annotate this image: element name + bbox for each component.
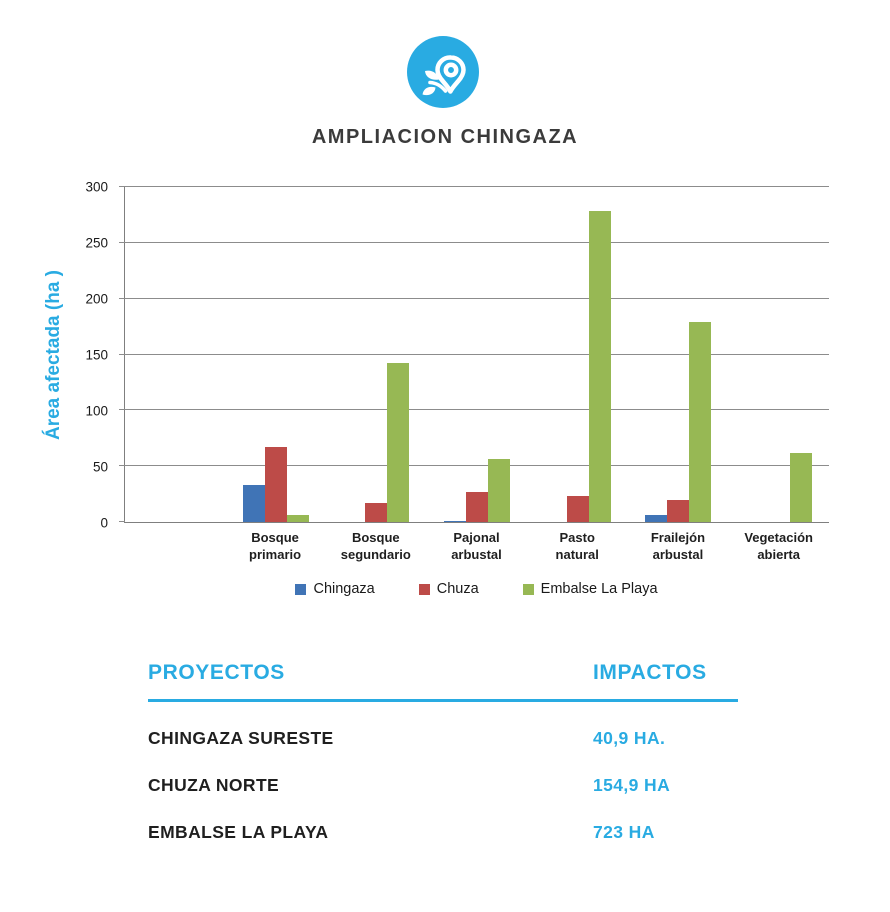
x-axis-labels: Bosque primario Bosque segundario Pajonal arb… <box>124 530 829 564</box>
column-header-proyectos: PROYECTOS <box>148 661 285 684</box>
legend-swatch <box>522 583 534 595</box>
project-name: EMBALSE LA PLAYA <box>148 822 329 842</box>
y-tick-label: 300 <box>85 179 108 195</box>
axis-tick <box>119 409 125 411</box>
legend-swatch <box>295 583 307 595</box>
gridline <box>125 297 829 299</box>
y-axis-title: Área afectada (ha ) <box>43 269 64 441</box>
legend-item: Chuza <box>418 581 479 597</box>
bar-group <box>527 187 628 522</box>
bar-embalse-la-playa <box>588 210 611 522</box>
axis-tick <box>119 353 125 355</box>
bar-chingaza <box>443 520 466 522</box>
bar-embalse-la-playa <box>789 452 812 522</box>
y-tick-label: 200 <box>85 291 108 307</box>
plot-area <box>119 186 829 523</box>
axis-tick <box>119 465 125 467</box>
gridline <box>125 186 829 187</box>
legend-item: Chingaza <box>295 581 375 597</box>
table-row: CHUZA NORTE 154,9 HA <box>148 775 738 796</box>
bar-chuza <box>465 491 488 522</box>
gridline <box>125 241 829 243</box>
bar-embalse-la-playa <box>286 515 309 522</box>
gridline <box>125 465 829 467</box>
y-tick-label: 100 <box>85 403 108 419</box>
impact-table: PROYECTOS IMPACTOS CHINGAZA SURESTE 40,9… <box>148 661 738 843</box>
legend-label: Chingaza <box>313 581 375 597</box>
bar-chuza <box>264 446 287 522</box>
page-title: AMPLIACION CHINGAZA <box>311 126 579 148</box>
gridline <box>125 409 829 411</box>
bar-group <box>326 187 427 522</box>
bar-embalse-la-playa <box>387 362 410 522</box>
x-axis-label: Bosque primario <box>249 530 302 562</box>
bar-group <box>728 187 829 522</box>
project-name: CHUZA NORTE <box>148 775 280 795</box>
bar-chuza <box>365 502 388 522</box>
bar-group <box>226 187 327 522</box>
axis-tick <box>119 241 125 243</box>
impact-value: 723 HA <box>593 822 655 842</box>
legend-label: Chuza <box>436 581 479 597</box>
y-tick-label: 0 <box>100 515 108 531</box>
axis-tick <box>119 186 125 187</box>
x-axis-label: Frailejón arbustal <box>650 530 706 562</box>
bar-embalse-la-playa <box>689 321 712 522</box>
gridline <box>125 353 829 355</box>
map-pin-flower-icon <box>407 36 479 108</box>
x-axis-label: Bosque segundario <box>340 530 411 562</box>
bar-chuza <box>566 496 589 522</box>
x-axis-label-empty <box>124 530 225 564</box>
y-tick-label: 50 <box>92 459 108 475</box>
bar-groups <box>125 187 829 522</box>
impact-value: 40,9 HA. <box>593 728 666 748</box>
bar-chingaza <box>242 485 265 522</box>
bar-group <box>628 187 729 522</box>
x-axis-label: Vegetación abierta <box>744 530 813 562</box>
legend-swatch <box>418 583 430 595</box>
project-name: CHINGAZA SURESTE <box>148 728 334 748</box>
axis-tick <box>119 297 125 299</box>
table-row: EMBALSE LA PLAYA 723 HA <box>148 822 738 843</box>
column-header-impactos: IMPACTOS <box>593 661 707 684</box>
x-axis-label: Pasto natural <box>555 530 599 562</box>
y-axis-tick-labels: 0 50 100 150 200 250 300 <box>70 180 116 531</box>
y-tick-label: 150 <box>85 347 108 363</box>
table-row: CHINGAZA SURESTE 40,9 HA. <box>148 728 738 749</box>
bar-chuza <box>667 499 690 522</box>
bar-chingaza <box>645 515 668 522</box>
x-axis-label: Pajonal arbustal <box>451 530 502 562</box>
legend-item: Embalse La Playa <box>522 581 658 597</box>
table-header-row: PROYECTOS IMPACTOS <box>148 661 738 702</box>
axis-tick <box>119 521 125 522</box>
legend-label: Embalse La Playa <box>540 581 658 597</box>
y-tick-label: 250 <box>85 235 108 251</box>
bar-embalse-la-playa <box>487 459 510 522</box>
bar-group <box>427 187 528 522</box>
empty-bar-group <box>125 187 226 522</box>
chart-legend: Chingaza Chuza Embalse La Playa <box>124 581 829 597</box>
impact-value: 154,9 HA <box>593 775 671 795</box>
